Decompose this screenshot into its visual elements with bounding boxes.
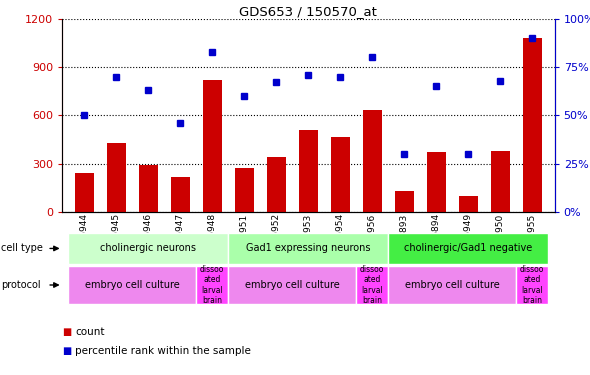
- Bar: [68, 266, 196, 304]
- Bar: [75, 173, 94, 212]
- Text: embryo cell culture: embryo cell culture: [405, 280, 500, 290]
- Bar: [203, 80, 222, 212]
- Text: embryo cell culture: embryo cell culture: [245, 280, 340, 290]
- Text: dissoo
ated
larval
brain: dissoo ated larval brain: [200, 265, 224, 305]
- Bar: [458, 196, 478, 212]
- Bar: [139, 165, 158, 212]
- Text: count: count: [75, 327, 104, 337]
- Text: cholinergic/Gad1 negative: cholinergic/Gad1 negative: [404, 243, 532, 254]
- Bar: [228, 266, 356, 304]
- Bar: [516, 266, 548, 304]
- Text: dissoo
ated
larval
brain: dissoo ated larval brain: [360, 265, 385, 305]
- Bar: [228, 232, 388, 264]
- Bar: [363, 111, 382, 212]
- Text: cholinergic neurons: cholinergic neurons: [100, 243, 196, 254]
- Bar: [427, 152, 446, 212]
- Text: dissoo
ated
larval
brain: dissoo ated larval brain: [520, 265, 545, 305]
- Title: GDS653 / 150570_at: GDS653 / 150570_at: [240, 4, 377, 18]
- Bar: [491, 151, 510, 212]
- Text: percentile rank within the sample: percentile rank within the sample: [75, 346, 251, 355]
- Bar: [196, 266, 228, 304]
- Bar: [68, 232, 228, 264]
- Bar: [235, 168, 254, 212]
- Bar: [107, 142, 126, 212]
- Text: protocol: protocol: [1, 280, 41, 290]
- Text: ■: ■: [62, 327, 71, 337]
- Bar: [388, 232, 548, 264]
- Bar: [395, 191, 414, 212]
- Bar: [388, 266, 516, 304]
- Text: cell type: cell type: [1, 243, 43, 254]
- Bar: [267, 157, 286, 212]
- Text: ■: ■: [62, 346, 71, 355]
- Text: embryo cell culture: embryo cell culture: [85, 280, 180, 290]
- Bar: [523, 38, 542, 212]
- Bar: [330, 137, 350, 212]
- Bar: [299, 130, 318, 212]
- Bar: [356, 266, 388, 304]
- Bar: [171, 177, 190, 212]
- Text: Gad1 expressing neurons: Gad1 expressing neurons: [246, 243, 371, 254]
